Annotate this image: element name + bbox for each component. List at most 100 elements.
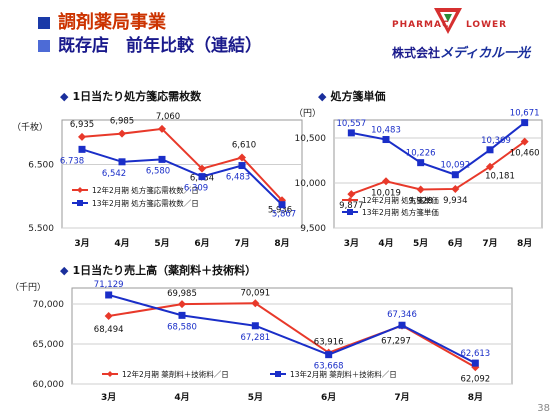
data-label: 10,226 (406, 149, 436, 159)
diamond-bullet-icon: ◆ (60, 90, 69, 103)
x-tick-label: 7月 (482, 238, 497, 249)
subtitle-bullet (38, 40, 50, 52)
data-point-marker (451, 171, 459, 179)
chart3-heading: ◆ 1日当たり売上高（薬剤料＋技術料） (60, 262, 256, 278)
series-line (81, 148, 283, 206)
chart1-heading: ◆ 1日当たり処方箋応需枚数 (60, 88, 201, 104)
series-line (351, 121, 526, 176)
logo-text-right: LOWER (466, 20, 508, 30)
data-point-marker (325, 351, 333, 359)
data-point-marker (198, 173, 206, 181)
y-axis-label: （円） (294, 108, 321, 119)
data-point-marker (347, 190, 356, 199)
legend-entry: 12年2月期 処方箋応需枚数／日 (92, 185, 199, 195)
data-point-marker (416, 185, 425, 194)
x-tick-label: 8月 (517, 238, 532, 249)
data-label: 63,668 (314, 362, 344, 372)
data-label: 10,460 (510, 149, 540, 159)
y-tick-label: 6.500 (28, 160, 54, 170)
y-axis-label: （千枚） (12, 121, 48, 133)
data-point-marker (347, 129, 355, 137)
data-label: 62,613 (460, 349, 490, 359)
x-tick-label: 8月 (468, 392, 483, 403)
chart2-heading: ◆ 処方箋単価 (318, 88, 385, 104)
data-label: 10,483 (371, 126, 401, 136)
chart1-title: 1日当たり処方箋応需枚数 (72, 90, 202, 103)
series-line (350, 140, 526, 196)
x-tick-label: 3月 (74, 238, 89, 249)
data-label: 67,297 (381, 337, 411, 347)
legend-marker (275, 371, 281, 377)
data-point-marker (520, 137, 529, 146)
legend-marker (347, 209, 353, 215)
data-point-marker (486, 146, 494, 154)
y-tick-label: 65,000 (33, 340, 65, 350)
x-tick-label: 5月 (154, 238, 169, 249)
legend-marker (347, 197, 353, 203)
data-label: 67,281 (240, 333, 270, 343)
chart-unit-price: （円） 9,500 10,000 10,500 3月 4月 5月 6月 7月 8月 9,877 10,… (294, 108, 543, 249)
chart-daily-sales: （千円） 60,000 65,000 70,000 3月 4月 5月 6月 7月 8月 68,494… (10, 280, 513, 403)
data-point-marker (278, 201, 286, 209)
x-tick-label: 5月 (413, 238, 428, 249)
data-label: 5,936 (268, 205, 292, 215)
series-line (108, 294, 476, 364)
data-point-marker (178, 300, 186, 309)
data-point-marker (158, 124, 166, 133)
x-tick-label: 5月 (248, 392, 263, 403)
data-point-marker (382, 136, 390, 144)
title-bullet (38, 17, 50, 29)
data-point-marker (118, 158, 126, 166)
page-subtitle: 既存店 前年比較（連結） (58, 36, 262, 56)
data-point-marker (251, 299, 260, 308)
data-label: 10,671 (510, 109, 540, 119)
x-tick-label: 6月 (321, 392, 336, 403)
data-point-marker (451, 184, 460, 193)
y-tick-label: 5.500 (28, 224, 54, 234)
data-point-marker (382, 177, 390, 186)
data-label: 71,129 (94, 280, 124, 290)
data-label: 5,867 (272, 210, 296, 220)
x-tick-label: 4月 (174, 392, 189, 403)
data-point-marker (78, 132, 86, 141)
x-tick-label: 7月 (234, 238, 249, 249)
x-tick-label: 6月 (448, 238, 463, 249)
data-label: 10,369 (481, 136, 511, 146)
data-point-marker (158, 155, 166, 163)
data-point-marker (251, 322, 259, 330)
data-label: 6,610 (232, 140, 256, 150)
y-tick-label: 9,500 (300, 224, 326, 234)
company-label: 株式会社メディカル一光 (392, 42, 530, 61)
data-label: 9,877 (339, 201, 363, 211)
legend-entry: 13年2月期 処方箋応需枚数／日 (92, 198, 199, 208)
data-point-marker (238, 153, 246, 162)
data-point-marker (521, 119, 529, 127)
legend-entry: 13年2月期 薬剤料＋技術料／日 (290, 369, 397, 379)
company-name: メディカル一光 (440, 46, 531, 61)
x-tick-label: 4月 (114, 238, 129, 249)
data-label: 10,181 (485, 172, 515, 182)
x-tick-label: 3月 (101, 392, 116, 403)
data-label: 9,934 (443, 196, 467, 206)
data-point-marker (104, 312, 113, 321)
x-tick-label: 4月 (378, 238, 393, 249)
legend-entry: 12年2月期 処方箋単価 (362, 195, 439, 205)
data-label: 6,483 (226, 173, 250, 183)
data-point-marker (471, 359, 479, 367)
legend-marker (77, 200, 83, 206)
data-point-marker (198, 164, 206, 173)
data-label: 6,542 (102, 169, 126, 179)
y-tick-label: 60,000 (33, 380, 65, 390)
data-point-marker (105, 291, 113, 299)
data-label: 63,916 (314, 338, 344, 348)
data-label: 10,557 (336, 119, 366, 129)
legend-marker (107, 371, 113, 377)
data-point-marker (398, 321, 406, 329)
data-label: 10,092 (440, 161, 470, 171)
data-point-marker (417, 159, 425, 167)
x-tick-label: 3月 (344, 238, 359, 249)
data-point-marker (78, 145, 86, 153)
data-label: 6,580 (146, 166, 170, 176)
y-axis-label: （千円） (10, 282, 46, 293)
